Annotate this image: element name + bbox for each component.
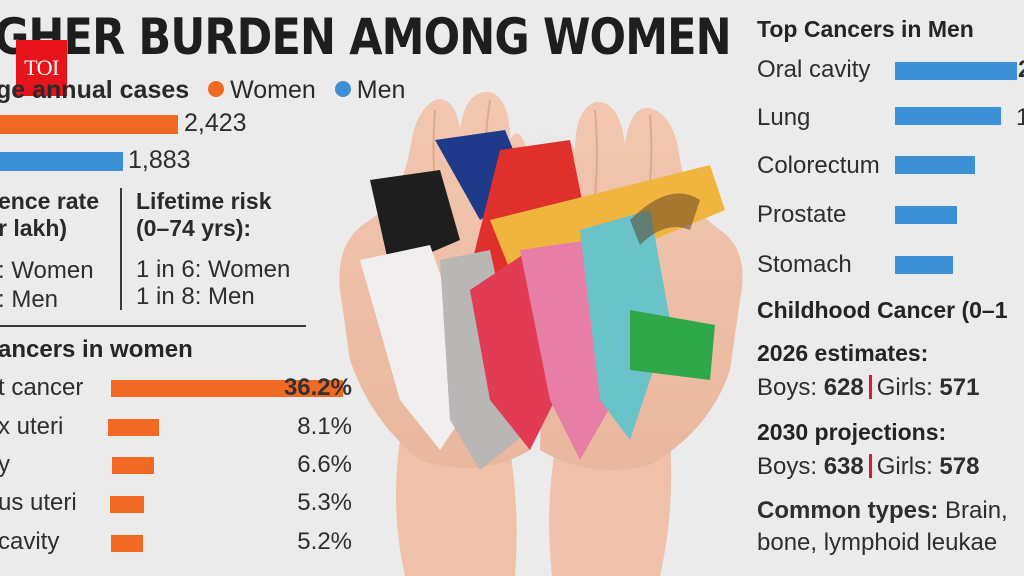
- estimates-2026-title: 2026 estimates:: [757, 340, 929, 366]
- legend-men: Men: [356, 76, 406, 104]
- common-types-line1: Brain,: [945, 497, 1008, 524]
- common-types-line2: bone, lymphoid leukae: [757, 529, 998, 556]
- row-bar: [112, 457, 154, 474]
- row-label: x uteri: [0, 413, 64, 440]
- girls-label: Girls:: [876, 453, 933, 480]
- incidence-title-line1: ence rate: [0, 188, 100, 214]
- row-label: Oral cavity: [757, 56, 871, 83]
- lifetime-risk-title-line2: (0–74 yrs):: [136, 215, 252, 241]
- ribbons-photo: [335, 80, 750, 576]
- projections-2030-values: Boys: 638 Girls: 578: [757, 453, 979, 481]
- girls-value: 578: [939, 453, 980, 480]
- row-label: y: [0, 451, 10, 478]
- row-bar: [895, 256, 953, 274]
- row-value: 36.2%: [283, 374, 352, 401]
- childhood-title: Childhood Cancer (0–1: [757, 297, 1008, 323]
- row-label: Colorectum: [757, 152, 880, 179]
- row-bar: [111, 535, 143, 552]
- lifetime-risk-values: 1 in 6: Women 1 in 8: Men: [136, 256, 290, 310]
- row-value: 8.1%: [297, 413, 352, 440]
- row-label: Prostate: [757, 201, 847, 228]
- men-cases-bar: [0, 152, 123, 171]
- incidence-title-line2: r lakh): [0, 215, 68, 241]
- row-label: Stomach: [757, 251, 852, 278]
- projections-2030-title: 2030 projections:: [757, 419, 947, 445]
- boys-label: Boys:: [757, 374, 818, 401]
- boys-value: 638: [823, 453, 864, 480]
- men-cancers-title: Top Cancers in Men: [757, 16, 974, 42]
- row-value: 1: [1016, 104, 1024, 131]
- row-label: us uteri: [0, 489, 77, 516]
- horizontal-divider: [0, 325, 306, 327]
- women-cases-value: 2,423: [184, 109, 247, 137]
- row-value: 5.2%: [297, 528, 352, 555]
- row-label: Lung: [757, 104, 811, 131]
- row-label: t cancer: [0, 374, 84, 401]
- men-dot-icon: [334, 81, 351, 98]
- lifetime-risk-women: 1 in 6: Women: [136, 256, 291, 283]
- row-bar: [895, 107, 1001, 125]
- boys-value: 628: [823, 374, 864, 401]
- red-separator: [868, 454, 872, 478]
- women-cancers-title: ancers in women: [0, 336, 193, 363]
- row-bar: [111, 380, 343, 397]
- toi-logo: TOI: [16, 40, 67, 96]
- row-value: 6.6%: [297, 451, 352, 478]
- vertical-divider: [120, 188, 122, 310]
- incidence-title: ence rate r lakh): [0, 188, 99, 242]
- row-value: 5.3%: [297, 489, 352, 516]
- row-value: 2: [1018, 56, 1024, 84]
- incidence-men: : Men: [0, 286, 59, 313]
- legend-women: Women: [230, 76, 316, 104]
- girls-label: Girls:: [876, 374, 933, 401]
- incidence-women: : Women: [0, 257, 94, 284]
- women-dot-icon: [208, 81, 225, 98]
- common-types-label: Common types:: [757, 497, 939, 524]
- incidence-values: : Women : Men: [0, 256, 94, 314]
- row-bar: [110, 496, 144, 513]
- estimates-2026-values: Boys: 628 Girls: 571: [757, 374, 979, 402]
- lifetime-risk-men: 1 in 8: Men: [136, 283, 255, 310]
- common-types: Common types: Brain, bone, lymphoid leuk…: [757, 495, 1008, 559]
- men-cases-value: 1,883: [128, 146, 191, 174]
- row-bar: [895, 62, 1017, 80]
- legend-title: ge annual cases: [0, 76, 190, 104]
- row-bar: [895, 156, 975, 174]
- women-cases-bar: [0, 115, 178, 134]
- row-bar: [108, 419, 159, 436]
- legend: ge annual cases Women Men: [0, 74, 405, 106]
- boys-label: Boys:: [757, 453, 818, 480]
- lifetime-risk-title: Lifetime risk (0–74 yrs):: [136, 188, 272, 242]
- red-separator: [868, 375, 872, 399]
- row-label: cavity: [0, 528, 60, 555]
- lifetime-risk-title-line1: Lifetime risk: [136, 188, 272, 214]
- row-bar: [895, 206, 957, 224]
- headline: GHER BURDEN AMONG WOMEN: [0, 8, 732, 66]
- girls-value: 571: [939, 374, 980, 401]
